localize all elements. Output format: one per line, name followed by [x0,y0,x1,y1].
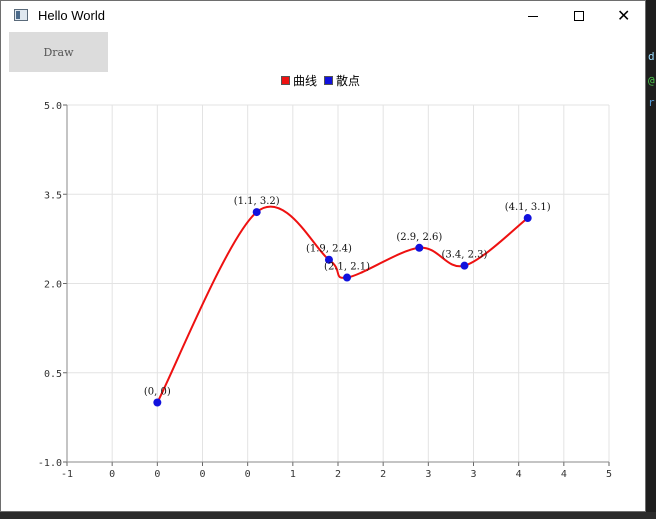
scatter-point [153,398,162,407]
maximize-button[interactable] [556,1,602,31]
x-tick-label: 1 [290,469,296,480]
x-tick-label: 0 [109,469,115,480]
legend-label-scatter: 散点 [336,73,361,88]
app-icon [14,9,28,21]
y-tick-label: 3.5 [44,190,62,201]
title-bar[interactable]: Hello World ✕ [1,1,645,31]
scatter-point-label: (2.9, 2.6) [396,232,442,243]
close-button[interactable]: ✕ [602,1,648,31]
scatter-point [415,243,424,252]
scatter-point-label: (2.1, 2.1) [324,262,370,273]
legend-label-curve: 曲线 [293,73,318,88]
y-tick-label: 2.0 [44,280,62,291]
x-tick-label: 0 [199,469,205,480]
legend-swatch-curve [281,75,290,85]
x-tick-label: 2 [380,469,386,480]
scatter-point [324,255,333,264]
x-tick-label: 3 [470,469,476,480]
maximize-icon [574,11,584,21]
x-tick-label: 3 [425,469,431,480]
minimize-button[interactable] [510,1,556,31]
scatter-point [460,261,469,270]
scatter-point-label: (3.4, 2.3) [441,250,487,261]
background-editor [646,0,656,519]
y-tick-label: 5.0 [44,101,62,112]
chart-plot-area: -1 0 0 0 0 1 2 2 3 3 4 4 5 -1.0 0.5 2.0 3.5 5.0 (0, 0) (1.1… [38,101,612,480]
scatter-point-label: (4.1, 3.1) [505,202,551,213]
scatter-point [523,214,532,223]
y-tick-label: -1.0 [38,458,62,469]
scatter-point-label: (1.1, 3.2) [234,196,280,207]
app-window: Hello World ✕ Draw 曲线 散点 [0,0,646,512]
legend-item-scatter[interactable]: 散点 [324,72,360,89]
scatter-point [343,273,352,282]
scatter-point [252,208,261,217]
legend-item-curve[interactable]: 曲线 [281,72,317,89]
scatter-point-label: (1.9, 2.4) [306,244,352,255]
x-tick-label: 0 [245,469,251,480]
scatter-point-label: (0, 0) [144,387,171,398]
chart-legend: 曲线 散点 [281,72,367,89]
background-code: @ [648,74,655,87]
x-tick-label: 0 [154,469,160,480]
x-tick-label: 4 [516,469,522,480]
background-code: r [648,96,655,109]
x-tick-label: 5 [606,469,612,480]
y-tick-label: 0.5 [44,369,62,380]
minimize-icon [528,16,538,17]
x-tick-label: 4 [561,469,567,480]
legend-swatch-scatter [324,75,334,85]
background-code: d [648,50,655,63]
window-title: Hello World [38,8,105,23]
background-taskbar-strip [0,512,656,519]
close-icon: ✕ [617,6,631,25]
x-tick-label: -1 [61,469,73,480]
x-tick-label: 2 [335,469,341,480]
draw-button[interactable]: Draw [9,32,108,72]
